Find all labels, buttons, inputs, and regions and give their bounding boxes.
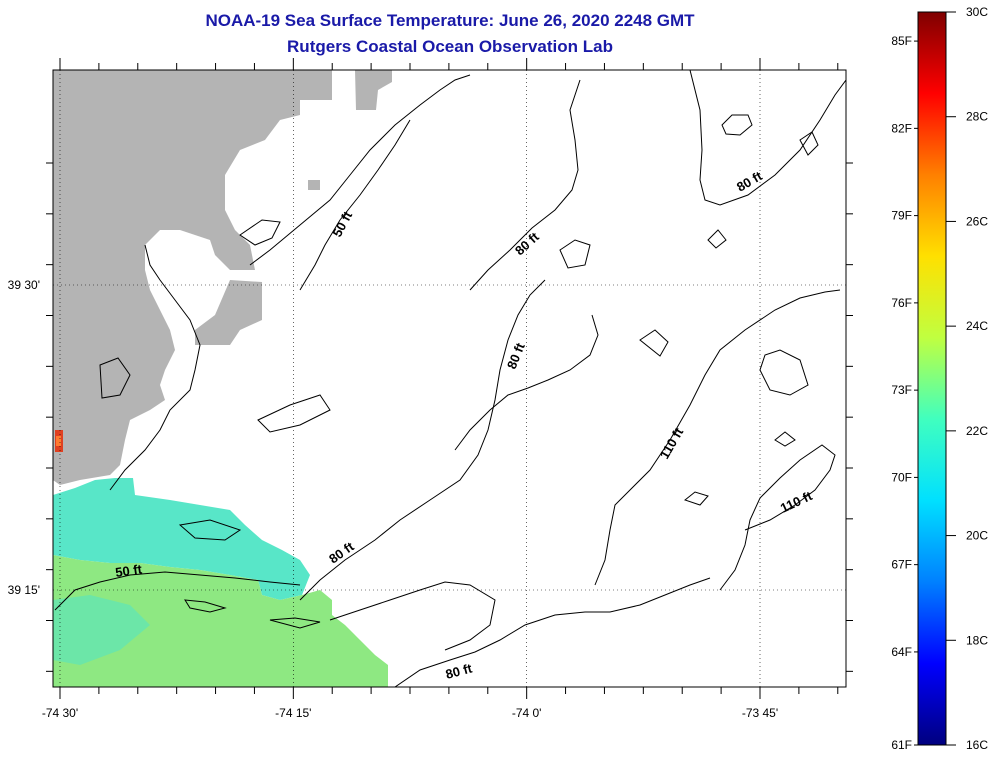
fahrenheit-label: 67F xyxy=(891,558,912,572)
contour-50ft xyxy=(109,244,201,491)
contour-50ft xyxy=(249,74,471,266)
lat-tick-label: 39 30' xyxy=(8,278,40,292)
contour-shoal xyxy=(99,357,131,399)
celsius-label: 22C xyxy=(966,424,988,438)
celsius-label: 30C xyxy=(966,5,988,19)
contour-shoal xyxy=(707,229,727,249)
contour-label: 80 ft xyxy=(504,340,528,371)
contour-label: 80 ft xyxy=(512,229,542,258)
contour-shoal xyxy=(184,599,227,613)
land-area xyxy=(53,70,332,485)
colorbar-ticks xyxy=(914,11,956,746)
graticule xyxy=(53,70,846,687)
fahrenheit-label: 76F xyxy=(891,296,912,310)
lon-tick-label: -73 45' xyxy=(742,706,778,720)
fahrenheit-label: 64F xyxy=(891,645,912,659)
lat-tick-label: 39 15' xyxy=(8,583,40,597)
map-frame xyxy=(52,69,847,688)
land-area xyxy=(308,180,320,190)
contour-shoal xyxy=(683,491,709,506)
contour-80ft xyxy=(469,79,581,291)
map-title: NOAA-19 Sea Surface Temperature: June 26… xyxy=(205,11,695,30)
fahrenheit-label: 85F xyxy=(891,34,912,48)
contour-110ft xyxy=(719,444,836,591)
contour-80ft xyxy=(394,577,711,687)
celsius-label: 28C xyxy=(966,110,988,124)
contour-shoal xyxy=(178,519,242,541)
contour-label: 80 ft xyxy=(734,168,765,195)
contour-shoal xyxy=(559,239,591,269)
fahrenheit-label: 73F xyxy=(891,383,912,397)
axis-ticks xyxy=(46,58,853,699)
contour-shoal xyxy=(257,394,331,433)
sst-pixels xyxy=(53,555,388,687)
contour-110ft xyxy=(594,289,841,586)
sst-pixels xyxy=(53,595,150,665)
colorbar-celsius-labels: 30C 28C 26C 24C 22C 20C 18C 16C xyxy=(966,5,988,752)
contour-label: 50 ft xyxy=(114,561,143,580)
colorbar: 30C 28C 26C 24C 22C 20C 18C 16C 85F 82F … xyxy=(891,5,988,752)
axis-tick-labels: 39 30' 39 15' -74 30' -74 15' -74 0' -73… xyxy=(8,278,778,720)
contour-label: 110 ft xyxy=(778,488,815,516)
land-area xyxy=(355,70,392,110)
celsius-label: 24C xyxy=(966,319,988,333)
contour-shoal xyxy=(721,114,753,136)
colorbar-gradient xyxy=(917,11,947,746)
contour-50ft xyxy=(54,571,301,611)
fahrenheit-label: 79F xyxy=(891,209,912,223)
contour-110ft xyxy=(759,349,809,396)
celsius-label: 16C xyxy=(966,738,988,752)
fahrenheit-label: 82F xyxy=(891,121,912,135)
bathymetry-contours xyxy=(54,70,846,687)
sst-pixels xyxy=(53,478,310,600)
contour-80ft xyxy=(454,314,599,451)
contour-shoal xyxy=(239,219,281,246)
contour-shoal xyxy=(774,431,796,447)
fahrenheit-label: 61F xyxy=(891,738,912,752)
contour-80ft xyxy=(299,279,546,601)
contour-shoal xyxy=(639,329,669,357)
contour-label: 80 ft xyxy=(444,660,474,682)
fahrenheit-label: 70F xyxy=(891,470,912,484)
contour-shoal xyxy=(269,617,321,629)
land-area xyxy=(195,280,262,345)
lon-tick-label: -74 15' xyxy=(275,706,311,720)
lon-tick-label: -74 30' xyxy=(42,706,78,720)
celsius-label: 26C xyxy=(966,214,988,228)
contour-50ft xyxy=(299,119,411,291)
contour-label: 110 ft xyxy=(657,425,687,462)
contour-80ft xyxy=(329,581,496,651)
lon-tick-label: -74 0' xyxy=(512,706,542,720)
map-subtitle: Rutgers Coastal Ocean Observation Lab xyxy=(287,37,613,56)
contour-label: 50 ft xyxy=(329,208,355,239)
sst-pixels xyxy=(56,436,61,446)
contour-shoal xyxy=(799,131,819,156)
colorbar-fahrenheit-labels: 85F 82F 79F 76F 73F 70F 67F 64F 61F xyxy=(891,34,912,752)
contour-80ft xyxy=(689,70,846,206)
celsius-label: 20C xyxy=(966,529,988,543)
celsius-label: 18C xyxy=(966,633,988,647)
